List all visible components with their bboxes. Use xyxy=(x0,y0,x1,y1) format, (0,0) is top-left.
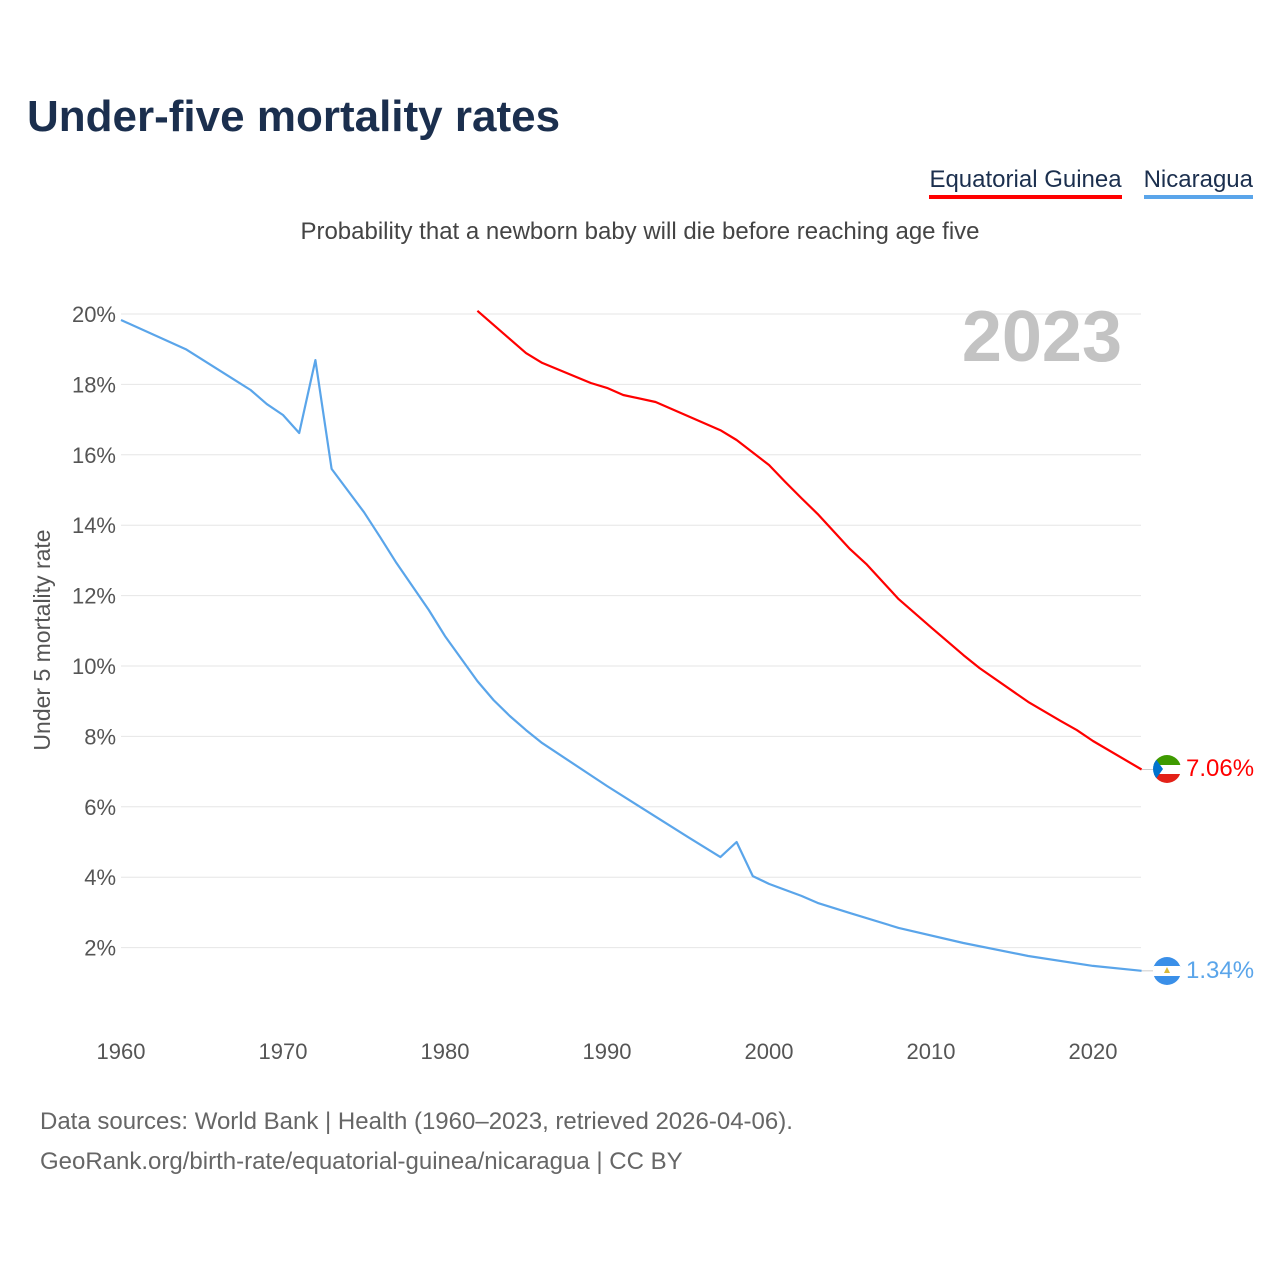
end-label-equatorial-guinea: 7.06% xyxy=(1186,755,1254,782)
y-tick-label: 16% xyxy=(72,443,116,468)
y-tick-label: 14% xyxy=(72,513,116,538)
y-axis-label: Under 5 mortality rate xyxy=(29,529,55,750)
nicaragua-flag-icon xyxy=(1153,957,1181,985)
y-tick-label: 2% xyxy=(84,936,116,961)
y-tick-label: 4% xyxy=(84,865,116,890)
end-label-nicaragua: 1.34% xyxy=(1186,957,1254,984)
series-line-nicaragua[interactable] xyxy=(120,318,1142,972)
x-tick-label: 2010 xyxy=(907,1039,956,1064)
y-tick-label: 8% xyxy=(84,724,116,749)
series-line-equatorial-guinea[interactable] xyxy=(476,309,1143,771)
x-tick-label: 2000 xyxy=(745,1039,794,1064)
footer-sources: Data sources: World Bank | Health (1960–… xyxy=(40,1108,793,1135)
footer-link[interactable]: GeoRank.org/birth-rate/equatorial-guinea… xyxy=(40,1148,683,1175)
y-tick-label: 20% xyxy=(72,302,116,327)
x-tick-label: 1990 xyxy=(583,1039,632,1064)
x-tick-label: 1960 xyxy=(97,1039,146,1064)
x-tick-label: 2020 xyxy=(1069,1039,1118,1064)
legend-equatorial-guinea[interactable]: Equatorial Guinea xyxy=(929,166,1122,199)
chart-title: Under-five mortality rates xyxy=(27,92,561,141)
year-label: 2023 xyxy=(962,297,1122,377)
y-tick-label: 10% xyxy=(72,654,116,679)
y-tick-label: 6% xyxy=(84,795,116,820)
legend-nicaragua[interactable]: Nicaragua xyxy=(1143,166,1253,199)
y-tick-label: 12% xyxy=(72,584,116,609)
legend: Equatorial Guinea Nicaragua xyxy=(929,166,1253,199)
x-tick-label: 1980 xyxy=(421,1039,470,1064)
equatorial-guinea-flag-icon xyxy=(1153,755,1181,783)
chart-subtitle: Probability that a newborn baby will die… xyxy=(300,218,980,245)
y-tick-label: 18% xyxy=(72,372,116,397)
x-tick-label: 1970 xyxy=(259,1039,308,1064)
